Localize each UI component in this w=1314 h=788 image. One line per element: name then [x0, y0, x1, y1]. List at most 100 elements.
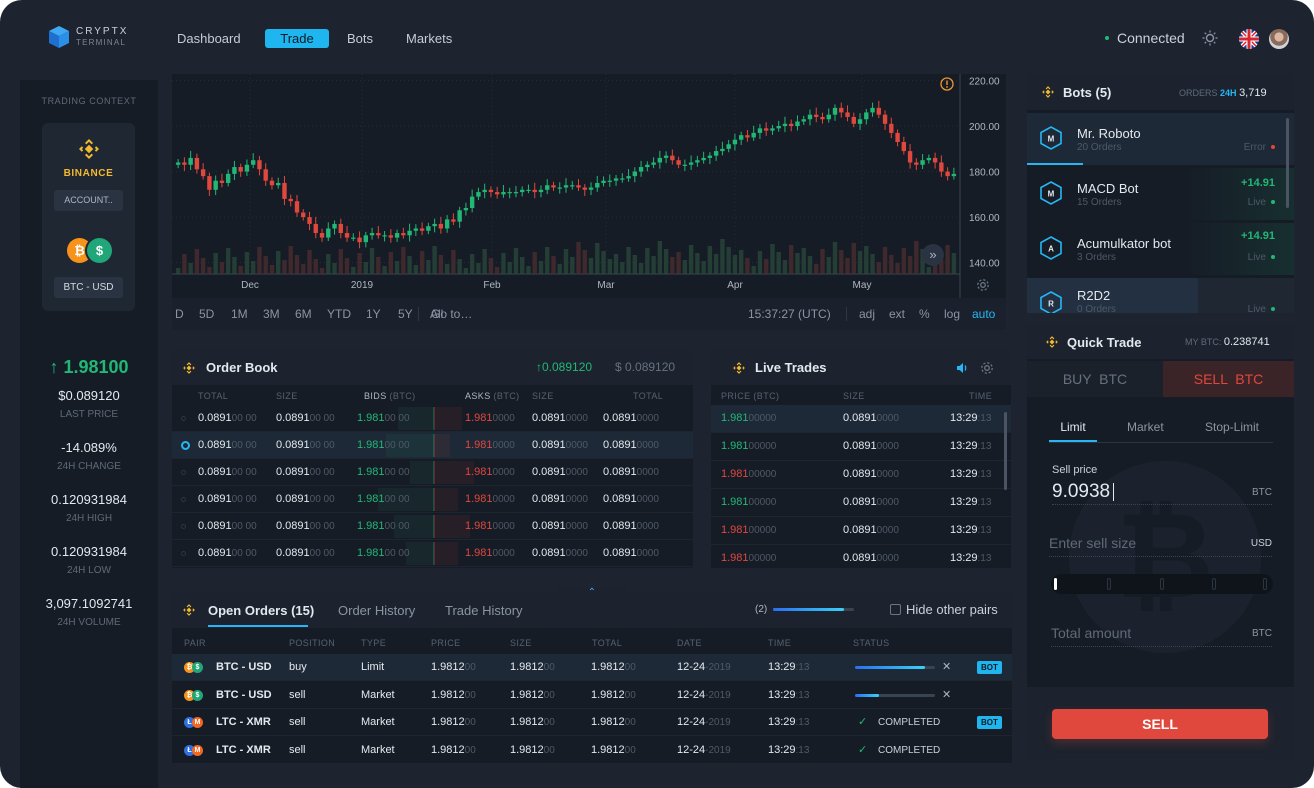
chart-option-3[interactable]: log [944, 307, 961, 321]
candle[interactable] [426, 226, 431, 231]
candle[interactable] [682, 164, 688, 166]
candle[interactable] [313, 223, 318, 234]
candle[interactable] [782, 123, 788, 127]
candle[interactable] [294, 201, 300, 213]
candle[interactable] [251, 160, 256, 165]
candle[interactable] [651, 162, 656, 165]
tab-open-orders[interactable]: Open Orders (15) [208, 603, 315, 618]
bot-item[interactable]: M MACD Bot 15 Orders +14.91 Live [1027, 168, 1294, 220]
candle[interactable] [676, 160, 681, 165]
candle[interactable] [432, 223, 437, 227]
candle[interactable] [488, 189, 494, 193]
candle[interactable] [738, 135, 744, 140]
candle[interactable] [576, 185, 581, 188]
range-3m[interactable]: 3M [263, 307, 280, 321]
candle[interactable] [545, 185, 550, 190]
candle[interactable] [663, 155, 669, 158]
order-book-row[interactable]: 0.089100 00 0.089100 00 1.98100 00 1.981000… [172, 405, 693, 432]
candle[interactable] [551, 185, 556, 188]
buy-btc-tab[interactable]: BUY BTC [1027, 361, 1163, 397]
candle[interactable] [757, 128, 763, 133]
goto-button[interactable]: Go to… [431, 307, 473, 321]
order-row[interactable]: ₿ $ BTC - USD sell Market 1.981200 1.981200 1.9… [172, 682, 1012, 709]
range-1y[interactable]: 1Y [366, 307, 381, 321]
candle[interactable] [839, 107, 844, 113]
candle[interactable] [344, 233, 350, 238]
slider-handle[interactable] [1054, 578, 1057, 590]
candle[interactable] [776, 126, 781, 129]
candle[interactable] [200, 169, 206, 177]
sell-btc-tab[interactable]: SELL BTC [1163, 361, 1294, 397]
chart-option-2[interactable]: % [919, 307, 930, 321]
range-all[interactable]: All [430, 307, 444, 321]
tab-order-history[interactable]: Order History [338, 603, 416, 618]
candle[interactable] [401, 233, 406, 236]
order-type-limit[interactable]: Limit [1060, 420, 1086, 434]
candle[interactable] [638, 167, 644, 172]
avatar[interactable] [1269, 29, 1289, 49]
candle[interactable] [826, 114, 831, 120]
candle[interactable] [225, 173, 231, 183]
trade-row[interactable]: 1.98100000 0.08910000 13:29:13 [711, 461, 1011, 489]
candle[interactable] [607, 180, 612, 182]
candle[interactable] [657, 157, 663, 163]
candle[interactable] [188, 157, 193, 165]
candle[interactable] [901, 142, 907, 152]
candle[interactable] [520, 189, 525, 193]
total-amount-field[interactable]: Total amount BTC [1051, 623, 1272, 647]
order-book-row[interactable]: 0.089100 00 0.089100 00 1.98100 00 1.981000… [172, 513, 693, 540]
candle[interactable] [413, 228, 419, 231]
trade-row[interactable]: 1.98100000 0.08910000 13:29:13 [711, 489, 1011, 517]
candle[interactable] [476, 192, 481, 197]
order-book-row[interactable]: 0.089100 00 0.089100 00 1.98100 00 1.981000… [172, 432, 693, 459]
candle[interactable] [620, 178, 625, 180]
candle[interactable] [939, 162, 944, 172]
bot-item[interactable]: M Mr. Roboto 20 Orders Error [1027, 113, 1294, 165]
hide-pairs-checkbox[interactable] [890, 604, 901, 615]
size-slider[interactable] [1051, 574, 1273, 594]
candle[interactable] [207, 176, 212, 190]
candle[interactable] [276, 182, 281, 186]
candle[interactable] [513, 192, 519, 194]
candle[interactable] [801, 119, 806, 122]
candle[interactable] [807, 114, 813, 120]
candle[interactable] [751, 132, 756, 138]
order-type-stop-limit[interactable]: Stop-Limit [1205, 420, 1260, 434]
candle[interactable] [895, 132, 900, 142]
candle[interactable] [326, 228, 331, 238]
order-type-market[interactable]: Market [1127, 420, 1164, 434]
hide-pairs-label[interactable]: Hide other pairs [906, 602, 998, 617]
candle[interactable] [288, 198, 293, 202]
candle[interactable] [382, 235, 387, 237]
range-ytd[interactable]: YTD [327, 307, 351, 321]
candle[interactable] [351, 237, 356, 239]
candle[interactable] [363, 235, 368, 243]
candle[interactable] [882, 114, 888, 124]
candle[interactable] [626, 176, 631, 179]
uk-flag-icon[interactable] [1239, 29, 1259, 49]
candle[interactable] [926, 157, 932, 161]
candle[interactable] [789, 123, 794, 127]
candle[interactable] [920, 160, 925, 165]
collapse-handle[interactable]: ⌃ [557, 588, 627, 602]
cancel-order-icon[interactable]: ✕ [942, 688, 952, 701]
candle[interactable] [764, 128, 769, 131]
cancel-order-icon[interactable]: ✕ [942, 661, 952, 673]
settings-gear-icon[interactable] [980, 361, 994, 375]
order-book-row[interactable]: 0.089100 00 0.089100 00 1.98100 00 1.981000… [172, 486, 693, 513]
candle[interactable] [238, 167, 243, 172]
candle[interactable] [451, 219, 456, 222]
range-6m[interactable]: 6M [295, 307, 312, 321]
candle[interactable] [319, 233, 325, 238]
candle[interactable] [457, 210, 462, 222]
candle[interactable] [338, 223, 343, 234]
candle[interactable] [463, 208, 469, 211]
candle[interactable] [845, 112, 850, 117]
order-book-row[interactable]: 0.089100 00 0.089100 00 1.98100 00 1.981000… [172, 459, 693, 486]
candle[interactable] [745, 135, 750, 138]
candle[interactable] [507, 192, 512, 194]
candle[interactable] [876, 107, 881, 115]
candle[interactable] [601, 180, 606, 183]
candle[interactable] [820, 116, 825, 120]
candle[interactable] [182, 162, 187, 165]
